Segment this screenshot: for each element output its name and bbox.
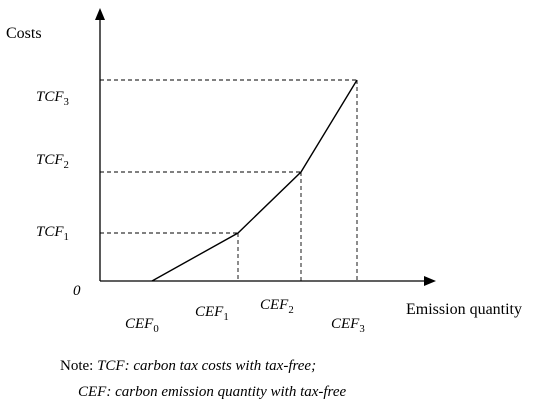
y-tick-label-1: TCF1 [36, 224, 69, 243]
y-axis-arrow [95, 8, 105, 20]
note-prefix: Note: [60, 358, 98, 374]
origin-label: 0 [73, 283, 81, 299]
note-line-1: Note: TCF: carbon tax costs with tax-fre… [60, 358, 316, 375]
x-tick-label-3: CEF3 [331, 316, 365, 335]
x-tick-label-0: CEF0 [125, 316, 159, 335]
x-tick-label-2: CEF2 [260, 297, 294, 316]
y-tick-label-2: TCF2 [36, 152, 69, 171]
y-axis-title: Costs [6, 25, 42, 42]
cost-curve [151, 79, 358, 282]
note-tcf-definition: TCF: carbon tax costs with tax-free; [97, 358, 317, 374]
y-tick-label-3: TCF3 [36, 89, 69, 108]
x-tick-label-1: CEF1 [195, 304, 229, 323]
x-axis-arrow [424, 276, 436, 286]
note-cef-definition: CEF: carbon emission quantity with tax-f… [78, 384, 347, 400]
x-axis-title: Emission quantity [406, 301, 522, 318]
